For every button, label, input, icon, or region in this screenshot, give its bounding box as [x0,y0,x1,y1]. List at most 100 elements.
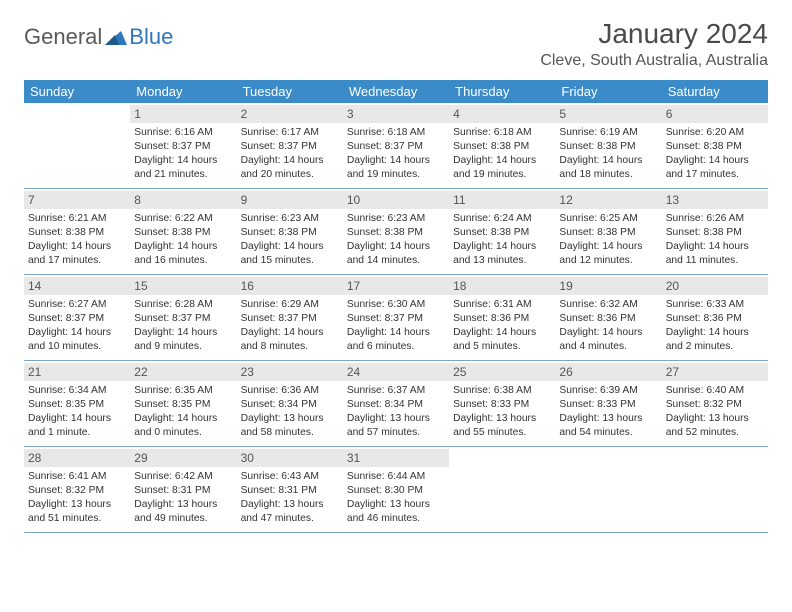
sunrise-text: Sunrise: 6:27 AM [28,298,126,312]
dow-thursday: Thursday [449,80,555,103]
week-row: 7Sunrise: 6:21 AMSunset: 8:38 PMDaylight… [24,189,768,275]
logo-text-general: General [24,24,102,50]
day-number: 4 [449,105,555,123]
logo-triangle-icon [105,29,127,45]
dow-wednesday: Wednesday [343,80,449,103]
day-number: 29 [130,449,236,467]
daylight-text: Daylight: 14 hours and 2 minutes. [666,326,764,354]
sunrise-text: Sunrise: 6:18 AM [453,126,551,140]
sunset-text: Sunset: 8:37 PM [241,312,339,326]
sunset-text: Sunset: 8:37 PM [134,140,232,154]
sunrise-text: Sunrise: 6:26 AM [666,212,764,226]
day-cell: 15Sunrise: 6:28 AMSunset: 8:37 PMDayligh… [130,275,236,360]
day-number: 2 [237,105,343,123]
daylight-text: Daylight: 13 hours and 54 minutes. [559,412,657,440]
day-number: 3 [343,105,449,123]
day-cell: 3Sunrise: 6:18 AMSunset: 8:37 PMDaylight… [343,103,449,188]
day-number: 15 [130,277,236,295]
day-number: 20 [662,277,768,295]
logo: General Blue [24,24,173,50]
day-number: 28 [24,449,130,467]
sunset-text: Sunset: 8:36 PM [559,312,657,326]
daylight-text: Daylight: 14 hours and 0 minutes. [134,412,232,440]
day-cell: 19Sunrise: 6:32 AMSunset: 8:36 PMDayligh… [555,275,661,360]
sunrise-text: Sunrise: 6:33 AM [666,298,764,312]
sunrise-text: Sunrise: 6:21 AM [28,212,126,226]
day-cell [662,447,768,532]
sunrise-text: Sunrise: 6:41 AM [28,470,126,484]
sunrise-text: Sunrise: 6:19 AM [559,126,657,140]
sunrise-text: Sunrise: 6:24 AM [453,212,551,226]
sunrise-text: Sunrise: 6:42 AM [134,470,232,484]
sunrise-text: Sunrise: 6:29 AM [241,298,339,312]
daylight-text: Daylight: 14 hours and 5 minutes. [453,326,551,354]
sunset-text: Sunset: 8:36 PM [666,312,764,326]
sunset-text: Sunset: 8:30 PM [347,484,445,498]
day-cell: 6Sunrise: 6:20 AMSunset: 8:38 PMDaylight… [662,103,768,188]
day-cell: 14Sunrise: 6:27 AMSunset: 8:37 PMDayligh… [24,275,130,360]
sunset-text: Sunset: 8:34 PM [241,398,339,412]
day-cell: 11Sunrise: 6:24 AMSunset: 8:38 PMDayligh… [449,189,555,274]
day-number: 7 [24,191,130,209]
day-cell: 30 Sunrise: 6:43 AMSunset: 8:31 PMDayligh… [237,447,343,532]
daylight-text: Daylight: 14 hours and 13 minutes. [453,240,551,268]
day-number: 30 [237,449,343,467]
sunrise-text: Sunrise: 6:39 AM [559,384,657,398]
day-number: 27 [662,363,768,381]
sunset-text: Sunset: 8:35 PM [134,398,232,412]
day-cell: 13Sunrise: 6:26 AMSunset: 8:38 PMDayligh… [662,189,768,274]
sunset-text: Sunset: 8:37 PM [347,140,445,154]
daylight-text: Daylight: 14 hours and 9 minutes. [134,326,232,354]
week-row: 1Sunrise: 6:16 AMSunset: 8:37 PMDaylight… [24,103,768,189]
sunrise-text: Sunrise: 6:35 AM [134,384,232,398]
day-cell: 7 Sunrise: 6:21 AMSunset: 8:38 PMDaylight… [24,189,130,274]
daylight-text: Daylight: 14 hours and 20 minutes. [241,154,339,182]
day-number: 18 [449,277,555,295]
day-cell: 18Sunrise: 6:31 AMSunset: 8:36 PMDayligh… [449,275,555,360]
daylight-text: Daylight: 14 hours and 15 minutes. [241,240,339,268]
daylight-text: Daylight: 13 hours and 47 minutes. [241,498,339,526]
day-cell: 20 Sunrise: 6:33 AMSunset: 8:36 PMDayligh… [662,275,768,360]
sunset-text: Sunset: 8:38 PM [453,226,551,240]
sunset-text: Sunset: 8:38 PM [241,226,339,240]
daylight-text: Daylight: 14 hours and 4 minutes. [559,326,657,354]
day-cell: 23Sunrise: 6:36 AMSunset: 8:34 PMDayligh… [237,361,343,446]
dow-monday: Monday [130,80,236,103]
week-row: 28Sunrise: 6:41 AMSunset: 8:32 PMDayligh… [24,447,768,533]
sunrise-text: Sunrise: 6:16 AM [134,126,232,140]
sunset-text: Sunset: 8:38 PM [134,226,232,240]
header: General Blue January 2024 Cleve, South A… [24,18,768,70]
dow-saturday: Saturday [662,80,768,103]
sunset-text: Sunset: 8:38 PM [28,226,126,240]
day-cell: 12Sunrise: 6:25 AMSunset: 8:38 PMDayligh… [555,189,661,274]
daylight-text: Daylight: 14 hours and 16 minutes. [134,240,232,268]
sunset-text: Sunset: 8:33 PM [559,398,657,412]
day-number: 6 [662,105,768,123]
sunset-text: Sunset: 8:38 PM [559,226,657,240]
daylight-text: Daylight: 13 hours and 58 minutes. [241,412,339,440]
sunrise-text: Sunrise: 6:43 AM [241,470,339,484]
logo-text-blue: Blue [129,24,173,50]
sunset-text: Sunset: 8:31 PM [241,484,339,498]
daylight-text: Daylight: 14 hours and 19 minutes. [347,154,445,182]
sunset-text: Sunset: 8:37 PM [347,312,445,326]
day-number: 16 [237,277,343,295]
calendar: Sunday Monday Tuesday Wednesday Thursday… [24,80,768,533]
sunrise-text: Sunrise: 6:40 AM [666,384,764,398]
day-cell: 28Sunrise: 6:41 AMSunset: 8:32 PMDayligh… [24,447,130,532]
sunrise-text: Sunrise: 6:31 AM [453,298,551,312]
day-number: 19 [555,277,661,295]
sunset-text: Sunset: 8:37 PM [134,312,232,326]
day-number: 24 [343,363,449,381]
sunrise-text: Sunrise: 6:25 AM [559,212,657,226]
day-cell [449,447,555,532]
daylight-text: Daylight: 14 hours and 17 minutes. [28,240,126,268]
dow-tuesday: Tuesday [237,80,343,103]
day-cell: 21Sunrise: 6:34 AMSunset: 8:35 PMDayligh… [24,361,130,446]
daylight-text: Daylight: 14 hours and 12 minutes. [559,240,657,268]
day-cell: 31Sunrise: 6:44 AMSunset: 8:30 PMDayligh… [343,447,449,532]
day-cell: 24Sunrise: 6:37 AMSunset: 8:34 PMDayligh… [343,361,449,446]
sunrise-text: Sunrise: 6:17 AM [241,126,339,140]
day-number: 5 [555,105,661,123]
day-cell: 29Sunrise: 6:42 AMSunset: 8:31 PMDayligh… [130,447,236,532]
